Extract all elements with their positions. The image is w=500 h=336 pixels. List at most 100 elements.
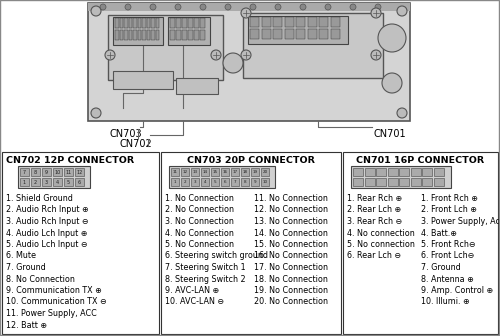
Bar [262,17,270,27]
Circle shape [378,24,406,52]
Bar [133,30,136,40]
Bar [388,178,398,186]
Text: 6: 6 [224,180,226,184]
Text: 3. Power Supply, Acc: 3. Power Supply, Acc [421,217,500,226]
Circle shape [275,4,281,10]
Bar [64,178,73,186]
Bar [146,18,150,28]
Text: 13: 13 [192,170,198,174]
Bar [211,168,219,176]
Text: 14. No Connection: 14. No Connection [254,228,328,238]
Text: 4. Batt.⊕: 4. Batt.⊕ [421,228,457,238]
Bar [194,18,199,28]
Bar [410,168,420,176]
Text: 2. Rear Lch ⊕: 2. Rear Lch ⊕ [347,206,401,214]
Bar [169,166,275,188]
Bar [168,17,210,45]
Bar [248,16,348,44]
Bar [31,168,40,176]
Text: 4. No connection: 4. No connection [347,228,415,238]
Bar [115,30,118,40]
Text: 4: 4 [204,180,206,184]
Text: 19. No Connection: 19. No Connection [254,286,328,295]
Text: 5: 5 [214,180,216,184]
Text: 20. No Connection: 20. No Connection [254,297,328,306]
Bar [20,178,29,186]
Text: CN702: CN702 [120,139,153,149]
Text: 3: 3 [45,179,48,184]
Circle shape [371,8,381,18]
Bar [376,168,386,176]
Bar [113,71,173,89]
Text: 18. No Connection: 18. No Connection [254,275,328,284]
Circle shape [125,4,131,10]
Bar [133,18,136,28]
Bar [115,18,118,28]
Bar [151,18,154,28]
Bar [75,178,84,186]
Text: 9. Communication TX ⊕: 9. Communication TX ⊕ [6,286,102,295]
Text: 1: 1 [23,179,26,184]
Bar [53,178,62,186]
Bar [319,17,328,27]
Bar [124,18,128,28]
Bar [319,29,328,39]
Bar [120,30,123,40]
Circle shape [105,50,115,60]
Text: 2. No Connection: 2. No Connection [165,206,234,214]
Circle shape [91,6,101,16]
Circle shape [223,53,243,73]
Circle shape [375,4,381,10]
Text: 7: 7 [23,169,26,174]
Bar [251,178,259,186]
Bar [170,18,175,28]
Text: 11. No Connection: 11. No Connection [254,194,328,203]
Text: 17. No Connection: 17. No Connection [254,263,328,272]
Bar [138,18,141,28]
Text: 12. No Connection: 12. No Connection [254,206,328,214]
Text: 16: 16 [222,170,228,174]
Bar [53,168,62,176]
Bar [142,30,146,40]
Bar [273,29,282,39]
Bar [20,168,29,176]
Bar [388,168,398,176]
Bar [31,178,40,186]
Text: 8. No Connection: 8. No Connection [6,275,75,284]
Bar [138,30,141,40]
Bar [231,178,239,186]
Text: 5. Front Rch⊖: 5. Front Rch⊖ [421,240,476,249]
Circle shape [100,4,106,10]
Text: 2: 2 [184,180,186,184]
Bar [284,17,294,27]
Text: 3. Audio Rch Input ⊖: 3. Audio Rch Input ⊖ [6,217,88,226]
Bar [273,17,282,27]
Text: CN703 20P CONNECTOR: CN703 20P CONNECTOR [187,156,315,165]
Circle shape [175,4,181,10]
Bar [42,168,51,176]
Text: 1. Shield Ground: 1. Shield Ground [6,194,73,203]
Bar [308,17,316,27]
Bar [353,168,363,176]
Bar [434,178,444,186]
Text: 19: 19 [252,170,258,174]
Text: 4. No Connection: 4. No Connection [165,228,234,238]
Circle shape [200,4,206,10]
Bar [399,168,409,176]
Bar [171,168,179,176]
Bar [200,30,205,40]
Text: 1. No Connection: 1. No Connection [165,194,234,203]
Circle shape [397,6,407,16]
Bar [200,18,205,28]
Text: 6. Mute: 6. Mute [6,252,36,260]
Text: 6. Steering switch ground: 6. Steering switch ground [165,252,268,260]
Bar [296,17,305,27]
Bar [364,168,374,176]
Bar [108,15,223,80]
Text: 3. No Connection: 3. No Connection [165,217,234,226]
Circle shape [371,50,381,60]
Text: 10: 10 [262,180,268,184]
Bar [284,29,294,39]
Bar [182,18,187,28]
Text: 15: 15 [212,170,218,174]
